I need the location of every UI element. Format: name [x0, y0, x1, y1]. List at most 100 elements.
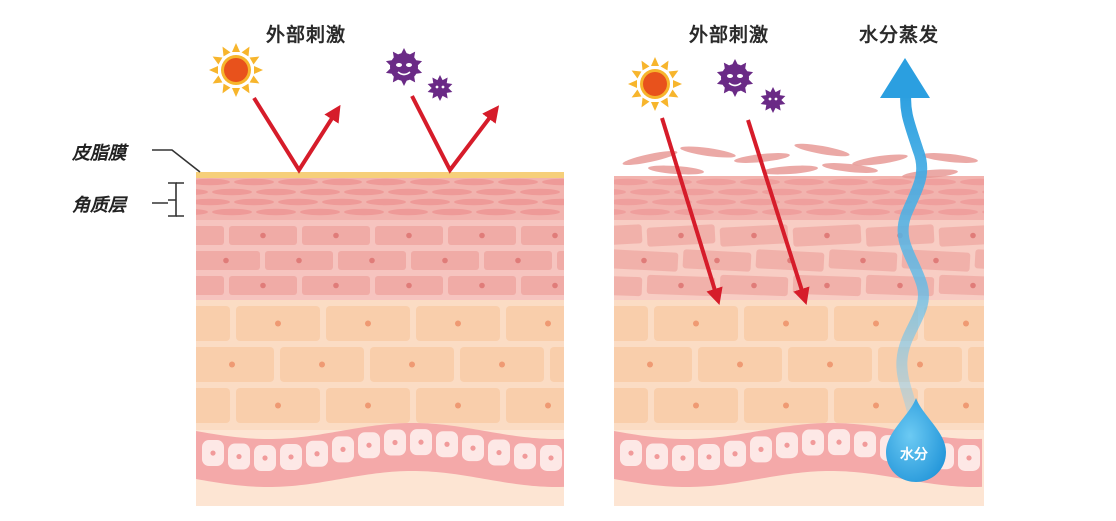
cell-nucleus	[758, 447, 763, 452]
corneum-cell	[146, 199, 186, 205]
sun-ray	[211, 53, 223, 64]
cell-nucleus	[455, 321, 461, 327]
corneum-cell	[740, 179, 780, 185]
cell-nucleus	[545, 403, 551, 409]
corneum-cell	[190, 179, 230, 185]
granular-layer-damaged	[574, 220, 1044, 300]
water-evaporation-caption: 水分蒸发	[859, 20, 939, 47]
corneum-cell	[718, 189, 758, 195]
cell-nucleus	[873, 321, 879, 327]
cell-nucleus	[515, 258, 521, 264]
cell-nucleus	[693, 403, 699, 409]
cell-nucleus	[836, 440, 841, 445]
cell-nucleus	[406, 283, 412, 289]
cell-nucleus	[751, 283, 757, 289]
cell-nucleus	[552, 283, 558, 289]
cell-nucleus	[236, 454, 241, 459]
spinous-cell	[564, 306, 648, 341]
corneum-cell	[476, 189, 516, 195]
corneum-cell	[872, 179, 912, 185]
cell-nucleus	[333, 283, 339, 289]
cell-nucleus	[783, 403, 789, 409]
cell-nucleus	[442, 258, 448, 264]
germ-icon	[385, 48, 423, 86]
sun-ray	[669, 67, 681, 78]
sun-ray	[651, 57, 659, 66]
corneum-cell	[762, 209, 802, 215]
cell-nucleus	[917, 362, 923, 368]
cell-nucleus	[210, 450, 215, 455]
healthy-skin-cross-section	[146, 172, 634, 510]
external-stimulus-caption-left: 外部刺激	[266, 20, 346, 47]
spinous-layer-damaged	[564, 300, 1052, 430]
sebum-film	[196, 172, 564, 178]
cell-nucleus	[187, 283, 193, 289]
cell-nucleus	[479, 233, 485, 239]
corneum-cell	[542, 179, 582, 185]
cell-nucleus	[314, 451, 319, 456]
cell-nucleus	[455, 403, 461, 409]
cell-nucleus	[970, 233, 976, 239]
sun-ray	[661, 98, 672, 110]
cell-nucleus	[229, 362, 235, 368]
corneum-cell	[806, 189, 846, 195]
corneum-cell	[850, 209, 890, 215]
corneum-cell	[300, 209, 340, 215]
corneum-flake	[794, 141, 851, 159]
cell-nucleus	[784, 443, 789, 448]
corneum-cell	[234, 179, 274, 185]
cell-nucleus	[783, 321, 789, 327]
sun-ray	[250, 53, 262, 64]
corneum-cell	[344, 209, 384, 215]
cell-nucleus	[365, 403, 371, 409]
cell-nucleus	[714, 258, 720, 264]
cell-nucleus	[185, 403, 191, 409]
corneum-cell	[190, 199, 230, 205]
damaged-skin-cross-section	[564, 141, 1052, 510]
cell-nucleus	[628, 450, 633, 455]
cell-nucleus	[496, 450, 501, 455]
corneum-cell	[388, 209, 428, 215]
sun-ray	[242, 45, 253, 57]
corneum-cell	[938, 189, 978, 195]
corneum-cell	[322, 199, 362, 205]
sun-ray	[673, 80, 682, 88]
sun-ray	[638, 59, 649, 71]
corneum-cell	[938, 209, 978, 215]
sun-ray	[254, 66, 263, 74]
corneum-cell	[432, 189, 472, 195]
cell-nucleus	[963, 321, 969, 327]
cell-nucleus	[288, 454, 293, 459]
sun-ray	[669, 90, 681, 101]
cell-nucleus	[693, 321, 699, 327]
sun-ray	[638, 98, 649, 110]
sun-ray	[219, 84, 230, 96]
corneum-cell	[212, 209, 252, 215]
corneum-cell	[278, 199, 318, 205]
cell-nucleus	[970, 283, 976, 289]
sun-ray	[211, 76, 223, 87]
corneum-cell	[784, 199, 824, 205]
sun-ray	[219, 45, 230, 57]
granular-cell	[574, 275, 643, 296]
cell-nucleus	[444, 442, 449, 447]
cell-nucleus	[185, 321, 191, 327]
corneum-cell	[520, 189, 560, 195]
corneum-cell	[652, 179, 692, 185]
corneum-flake	[762, 164, 818, 176]
spinous-cell	[146, 388, 230, 423]
corneum-cell	[300, 189, 340, 195]
corneum-cell	[234, 199, 274, 205]
corneum-cell	[498, 179, 538, 185]
cell-nucleus	[1006, 258, 1012, 264]
cell-nucleus	[470, 446, 475, 451]
cell-nucleus	[552, 233, 558, 239]
cell-nucleus	[392, 440, 397, 445]
sebum-film-label: 皮脂膜	[72, 139, 126, 165]
cell-nucleus	[545, 321, 551, 327]
label-leader-lines	[152, 150, 200, 216]
corneum-cell	[850, 189, 890, 195]
corneum-cell	[586, 189, 626, 195]
sun-ray	[232, 43, 240, 52]
